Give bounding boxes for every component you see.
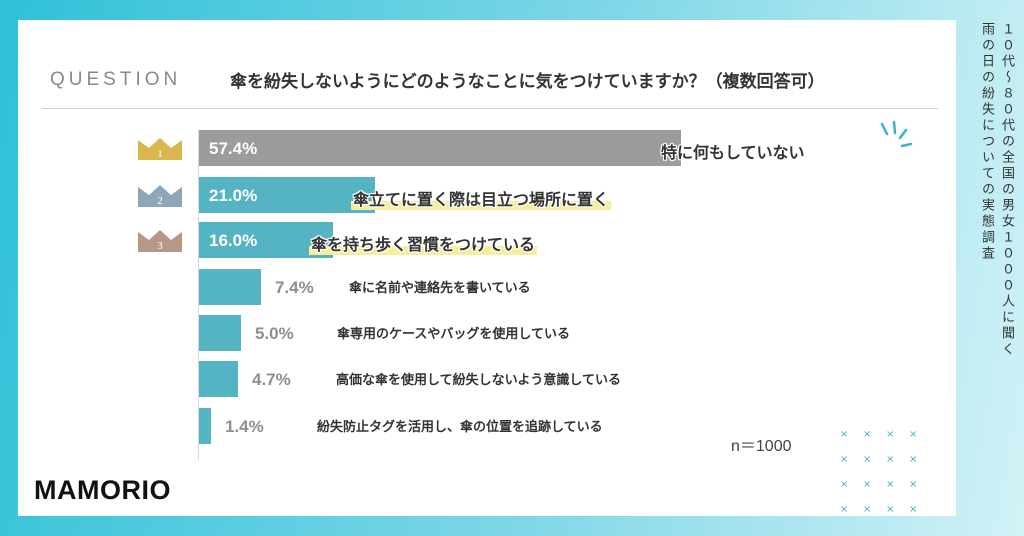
- bar: [199, 269, 261, 305]
- brand-logo: MAMORIO: [34, 475, 171, 505]
- cross-mark-icon: ×: [909, 504, 918, 515]
- category-label: 高価な傘を使用して紛失しないよう意識している: [336, 373, 621, 388]
- cross-mark-icon: ×: [886, 504, 895, 515]
- question-label: QUESTION: [50, 69, 182, 90]
- rank-number: 2: [157, 195, 163, 207]
- category-label: 傘専用のケースやバッグを使用している: [337, 327, 570, 342]
- question-text: 傘を紛失しないようにどのようなことに気をつけていますか？（複数回答可）: [230, 72, 825, 92]
- question-divider: [42, 108, 938, 109]
- bar: [199, 408, 211, 444]
- cross-mark-icon: ×: [886, 454, 895, 465]
- cross-mark-icon: ×: [863, 454, 872, 465]
- cross-mark-icon: ×: [863, 429, 872, 440]
- cross-mark-icon: ×: [840, 454, 849, 465]
- cross-mark-icon: ×: [840, 479, 849, 490]
- sparkle-lines-icon: [880, 120, 913, 148]
- bar: [199, 315, 241, 351]
- crown-silver-icon: 2: [136, 183, 184, 209]
- sample-size-note: n＝1000: [731, 438, 792, 455]
- cross-mark-icon: ×: [863, 479, 872, 490]
- category-label: 傘立てに置く際は目立つ場所に置く: [351, 186, 612, 210]
- side-caption: １０代〜８０代の全国の男女１０００人に聞く 雨の日の紛失についての実態調査: [976, 22, 1016, 522]
- cross-mark-icon: ×: [909, 479, 918, 490]
- side-caption-line2: 雨の日の紛失についての実態調査: [979, 22, 994, 262]
- value-label: 16.0%: [209, 231, 258, 250]
- cross-mark-icon: ×: [909, 429, 918, 440]
- rank-number: 1: [157, 148, 163, 160]
- cross-mark-icon: ×: [840, 504, 849, 515]
- value-label: 21.0%: [209, 186, 258, 205]
- rank-number: 3: [157, 240, 163, 252]
- cross-mark-icon: ×: [886, 429, 895, 440]
- cross-mark-icon: ×: [863, 504, 872, 515]
- axis-line: [198, 130, 199, 460]
- bar: [199, 361, 238, 397]
- bar: [199, 177, 375, 213]
- category-label: 紛失防止タグを活用し、傘の位置を追跡している: [317, 420, 603, 435]
- bar-chart: 57.4% 特に何もしていない 1 21.0% 傘立てに置く際は目立つ場所に置く 2 16.…: [18, 20, 956, 516]
- value-label: 4.7%: [252, 370, 291, 389]
- cross-mark-icon: ×: [886, 479, 895, 490]
- chart-card: QUESTION 傘を紛失しないようにどのようなことに気をつけていますか？（複数…: [18, 20, 956, 516]
- value-label: 5.0%: [255, 324, 294, 343]
- category-label: 傘に名前や連絡先を書いている: [349, 281, 531, 296]
- crown-gold-icon: 1: [136, 136, 184, 162]
- side-caption-line1: １０代〜８０代の全国の男女１０００人に聞く: [999, 22, 1014, 358]
- value-label: 7.4%: [275, 278, 314, 297]
- value-label: 1.4%: [225, 417, 264, 436]
- crown-bronze-icon: 3: [136, 228, 184, 254]
- category-label: 特に何もしていない: [661, 143, 805, 162]
- cross-mark-icon: ×: [840, 429, 849, 440]
- value-label: 57.4%: [209, 139, 258, 158]
- cross-mark-icon: ×: [909, 454, 918, 465]
- category-label: 傘を持ち歩く習慣をつけている: [309, 231, 538, 255]
- bar: [199, 130, 681, 166]
